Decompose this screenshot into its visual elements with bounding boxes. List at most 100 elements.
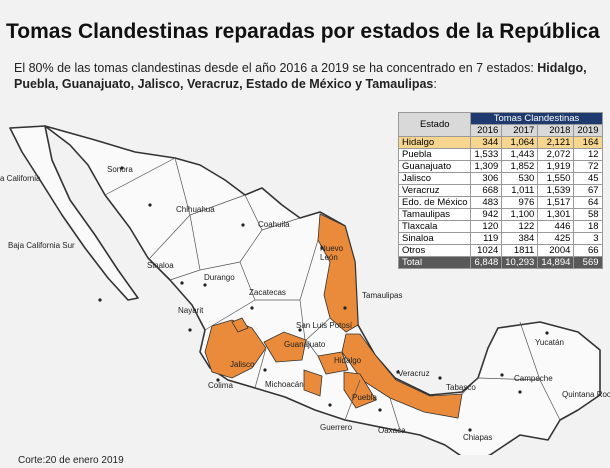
cell-value: 942 bbox=[470, 208, 503, 221]
cell-value: 58 bbox=[573, 208, 603, 221]
state-label: Chiapas bbox=[463, 433, 492, 442]
cell-state: Veracruz bbox=[397, 184, 472, 197]
cell-value: 1,301 bbox=[537, 208, 575, 221]
cell-value: 446 bbox=[537, 220, 575, 233]
state-header: Estado bbox=[397, 112, 472, 137]
cell-value: 1,517 bbox=[537, 196, 575, 209]
cell-value: 3 bbox=[573, 232, 603, 245]
total-value: 6,848 bbox=[470, 256, 503, 269]
cell-value: 1811 bbox=[501, 244, 539, 257]
state-label: Campeche bbox=[514, 374, 553, 383]
state-label: Jalisco bbox=[230, 360, 255, 369]
cell-value: 12 bbox=[573, 148, 603, 161]
cell-state: Guanajuato bbox=[397, 160, 472, 173]
cell-value: 668 bbox=[470, 184, 503, 197]
cell-value: 2004 bbox=[537, 244, 575, 257]
cell-value: 1,533 bbox=[470, 148, 503, 161]
state-label: Puebla bbox=[352, 393, 377, 402]
table-row: Otros 1024 1811 2004 66 bbox=[397, 244, 603, 257]
cell-value: 119 bbox=[470, 232, 503, 245]
cell-value: 2,121 bbox=[537, 136, 575, 149]
highlighted-states bbox=[204, 213, 463, 419]
cell-value: 18 bbox=[573, 220, 603, 233]
title: Tomas Clandestinas reparadas por estados… bbox=[6, 20, 600, 43]
total-value: 569 bbox=[573, 256, 603, 269]
state-label: Chihuahua bbox=[176, 205, 215, 214]
state-label: Sonora bbox=[107, 165, 133, 174]
cell-state: Tamaulipas bbox=[397, 208, 472, 221]
state-label: Veracruz bbox=[398, 369, 430, 378]
footer: Corte:20 de enero 2019 bbox=[18, 455, 124, 466]
total-value: 10,293 bbox=[501, 256, 539, 269]
cell-state: Hidalgo bbox=[397, 136, 472, 149]
cell-value: 425 bbox=[537, 232, 575, 245]
state-label: Guerrero bbox=[320, 423, 353, 432]
cell-value: 306 bbox=[470, 172, 503, 185]
state-label: Tabasco bbox=[446, 383, 476, 392]
cell-value: 64 bbox=[573, 196, 603, 209]
state-label: León bbox=[320, 253, 338, 262]
cell-value: 1,011 bbox=[501, 184, 539, 197]
total-value: 14,894 bbox=[537, 256, 575, 269]
state-label: Yucatán bbox=[535, 338, 564, 347]
state-label: Nuevo bbox=[320, 244, 344, 253]
intro: El 80% de las tomas clandestinas desde e… bbox=[14, 60, 600, 92]
cell-value: 120 bbox=[470, 220, 503, 233]
cell-value: 164 bbox=[573, 136, 603, 149]
cell-state: Otros bbox=[397, 244, 472, 257]
total-label: Total bbox=[397, 256, 472, 269]
cell-value: 67 bbox=[573, 184, 603, 197]
cell-value: 344 bbox=[470, 136, 503, 149]
cell-value: 1,550 bbox=[537, 172, 575, 185]
state-label: Tamaulipas bbox=[362, 291, 402, 300]
state-label: San Luis Potosí bbox=[296, 321, 353, 330]
cell-value: 45 bbox=[573, 172, 603, 185]
table-row: Sinaloa 119 384 425 3 bbox=[397, 232, 603, 245]
state-label: Hidalgo bbox=[334, 356, 362, 365]
table-row: Hidalgo 344 1,064 2,121 164 bbox=[397, 136, 603, 149]
intro-end: : bbox=[433, 77, 437, 91]
table-row: Tamaulipas 942 1,100 1,301 58 bbox=[397, 208, 603, 221]
year-header: 2018 bbox=[537, 124, 575, 137]
year-row: 2016 2017 2018 2019 bbox=[399, 124, 603, 137]
table-row: Jalisco 306 530 1,550 45 bbox=[397, 172, 603, 185]
state-label: Oaxaca bbox=[378, 426, 406, 435]
year-header: 2016 bbox=[470, 124, 503, 137]
state-label: Colima bbox=[208, 381, 233, 390]
intro-states: Hidalgo, Puebla, Guanajuato, Jalisco, Ve… bbox=[14, 61, 587, 91]
cell-value: 1,919 bbox=[537, 160, 575, 173]
table-row: Guanajuato 1,309 1,852 1,919 72 bbox=[397, 160, 603, 173]
state-label: a California bbox=[0, 174, 41, 183]
country-outline bbox=[9, 125, 601, 455]
state-label: Zacatecas bbox=[249, 288, 286, 297]
cell-value: 1024 bbox=[470, 244, 503, 257]
cell-value: 976 bbox=[501, 196, 539, 209]
cell-value: 2,072 bbox=[537, 148, 575, 161]
cell-value: 1,443 bbox=[501, 148, 539, 161]
cell-state: Puebla bbox=[397, 148, 472, 161]
year-header: 2017 bbox=[501, 124, 539, 137]
state-borders bbox=[104, 157, 561, 431]
cell-value: 384 bbox=[501, 232, 539, 245]
cell-value: 66 bbox=[573, 244, 603, 257]
cell-state: Edo. de México bbox=[397, 196, 472, 209]
map: a California Sonora Chihuahua Coahuila Nuevo… bbox=[0, 125, 610, 455]
total-row: Total 6,848 10,293 14,894 569 bbox=[397, 256, 603, 269]
state-label: Quintana Roo bbox=[562, 390, 610, 399]
table-row: Puebla 1,533 1,443 2,072 12 bbox=[397, 148, 603, 161]
cell-value: 483 bbox=[470, 196, 503, 209]
cell-value: 1,064 bbox=[501, 136, 539, 149]
cell-state: Jalisco bbox=[397, 172, 472, 185]
header-row: Estado Tomas Clandestinas bbox=[397, 112, 603, 137]
table-row: Edo. de México 483 976 1,517 64 bbox=[397, 196, 603, 209]
cell-state: Tlaxcala bbox=[397, 220, 472, 233]
cell-value: 1,309 bbox=[470, 160, 503, 173]
state-label: Nayarit bbox=[178, 306, 204, 315]
state-label: Guanajuato bbox=[284, 340, 326, 349]
intro-text: El 80% de las tomas clandestinas desde e… bbox=[14, 61, 538, 75]
data-table: Estado Tomas Clandestinas 2016 2017 2018 2019… bbox=[397, 112, 603, 269]
cell-state: Sinaloa bbox=[397, 232, 472, 245]
cell-value: 72 bbox=[573, 160, 603, 173]
cell-value: 1,852 bbox=[501, 160, 539, 173]
state-label: Coahuila bbox=[258, 220, 290, 229]
